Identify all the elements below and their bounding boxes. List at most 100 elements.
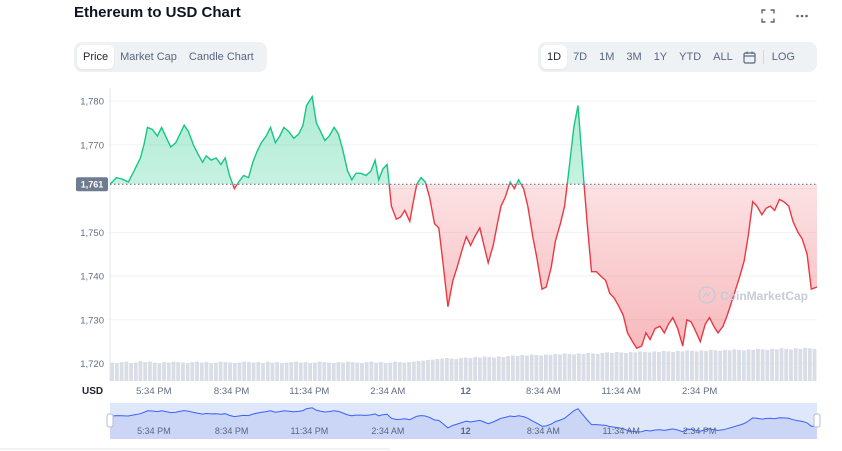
coinmarketcap-logo-mark — [702, 291, 711, 299]
volume-bars — [110, 347, 817, 381]
volume-bar — [605, 352, 610, 381]
volume-bar — [195, 361, 199, 381]
volume-bar — [190, 362, 195, 381]
x-tick-label: 5:34 PM — [136, 386, 171, 397]
volume-bar — [756, 348, 760, 381]
volume-bar — [751, 349, 756, 381]
volume-bar — [807, 348, 812, 381]
volume-bar — [812, 348, 817, 381]
range-1m[interactable]: 1M — [599, 51, 615, 63]
volume-bar — [487, 357, 492, 381]
volume-bar — [539, 355, 544, 381]
x-tick-label: 8:34 PM — [214, 386, 249, 397]
volume-bar — [251, 362, 256, 381]
volume-bar — [265, 361, 270, 381]
price-area — [110, 94, 817, 350]
x-tick-label: 11:34 PM — [289, 386, 329, 397]
baseline-marker: 1,761 — [76, 177, 817, 192]
volume-bar — [223, 362, 228, 381]
volume-bar — [426, 360, 430, 381]
volume-bar — [685, 350, 690, 381]
volume-bar — [784, 348, 789, 381]
more-icon[interactable] — [794, 8, 810, 24]
volume-bar — [143, 362, 148, 381]
tab-market-cap[interactable]: Market Cap — [120, 51, 177, 63]
time-range-selector: 1D 7D 1M 3M 1Y YTD ALL LOG — [538, 42, 817, 72]
volume-bar — [652, 351, 657, 381]
volume-bar — [572, 354, 577, 381]
volume-bar — [614, 351, 619, 381]
volume-bar — [322, 362, 327, 381]
range-1d[interactable]: 1D — [541, 45, 568, 69]
volume-bar — [647, 352, 652, 381]
range-1y[interactable]: 1Y — [653, 51, 668, 63]
volume-bar — [444, 358, 449, 381]
volume-bar — [383, 363, 388, 381]
volume-bar — [303, 362, 308, 381]
volume-bar — [388, 362, 393, 381]
navigator-handle[interactable] — [106, 413, 114, 428]
volume-bar — [298, 362, 303, 381]
range-ytd[interactable]: YTD — [679, 51, 702, 63]
range-3m[interactable]: 3M — [626, 51, 642, 63]
calendar-icon[interactable] — [739, 45, 761, 69]
tab-candle-chart[interactable]: Candle Chart — [188, 51, 254, 63]
volume-bar — [633, 352, 638, 381]
fullscreen-icon[interactable] — [760, 8, 776, 24]
volume-bar — [770, 348, 774, 381]
navigator-tick-label: 12 — [461, 426, 471, 436]
area-below-baseline — [110, 184, 817, 349]
volume-bar — [416, 361, 421, 381]
volume-bar — [402, 362, 407, 381]
volume-bar — [430, 359, 435, 381]
range-all[interactable]: ALL — [713, 51, 733, 63]
volume-bar — [704, 350, 708, 381]
price-line-down — [110, 184, 817, 350]
range-navigator[interactable]: 5:34 PM 8:34 PM 11:34 PM 2:34 AM 12 8:34 AM 11… — [0, 403, 821, 450]
volume-bar — [576, 353, 581, 381]
volume-bar — [558, 354, 562, 381]
volume-bar — [803, 347, 807, 381]
volume-bar — [171, 361, 176, 381]
volume-bar — [666, 351, 671, 381]
range-7d[interactable]: 7D — [573, 51, 588, 63]
volume-bar — [345, 361, 350, 381]
tab-price[interactable]: Price — [77, 45, 115, 69]
volume-bar — [360, 363, 364, 381]
log-scale-toggle[interactable]: LOG — [771, 51, 795, 63]
volume-bar — [148, 361, 152, 381]
x-tick-label: 2:34 AM — [370, 386, 405, 397]
watermark: CoinMarketCap — [698, 286, 808, 304]
navigator-line — [109, 407, 818, 433]
volume-bar — [237, 362, 242, 381]
volume-bar — [459, 358, 463, 381]
navigator-handle[interactable] — [813, 413, 821, 428]
volume-bar — [440, 358, 445, 381]
volume-bar — [675, 350, 680, 381]
volume-bar — [746, 349, 751, 381]
y-tick-label: 1,730 — [80, 315, 104, 326]
area-above-baseline — [110, 96, 585, 185]
volume-bar — [694, 351, 699, 381]
volume-bar — [534, 354, 539, 381]
volume-bar — [779, 348, 784, 381]
volume-bar — [228, 362, 232, 381]
top-toolbar — [760, 8, 810, 24]
y-tick-label: 1,750 — [80, 228, 104, 239]
volume-bar — [204, 362, 209, 381]
volume-bar — [256, 362, 261, 381]
volume-bar — [671, 351, 675, 381]
x-tick-label: 12 — [460, 386, 471, 397]
volume-bar — [628, 351, 633, 381]
navigator-tick-label: 8:34 PM — [215, 426, 249, 436]
navigator-area — [110, 407, 817, 439]
volume-bar — [468, 358, 473, 381]
volume-bar — [110, 362, 115, 381]
volume-bar — [407, 362, 412, 381]
volume-bar — [515, 356, 520, 381]
page-title: Ethereum to USD Chart — [74, 4, 241, 21]
volume-bar — [308, 363, 313, 381]
baseline-label-box — [76, 177, 108, 192]
volume-bar — [713, 350, 718, 381]
volume-bar — [624, 352, 628, 381]
